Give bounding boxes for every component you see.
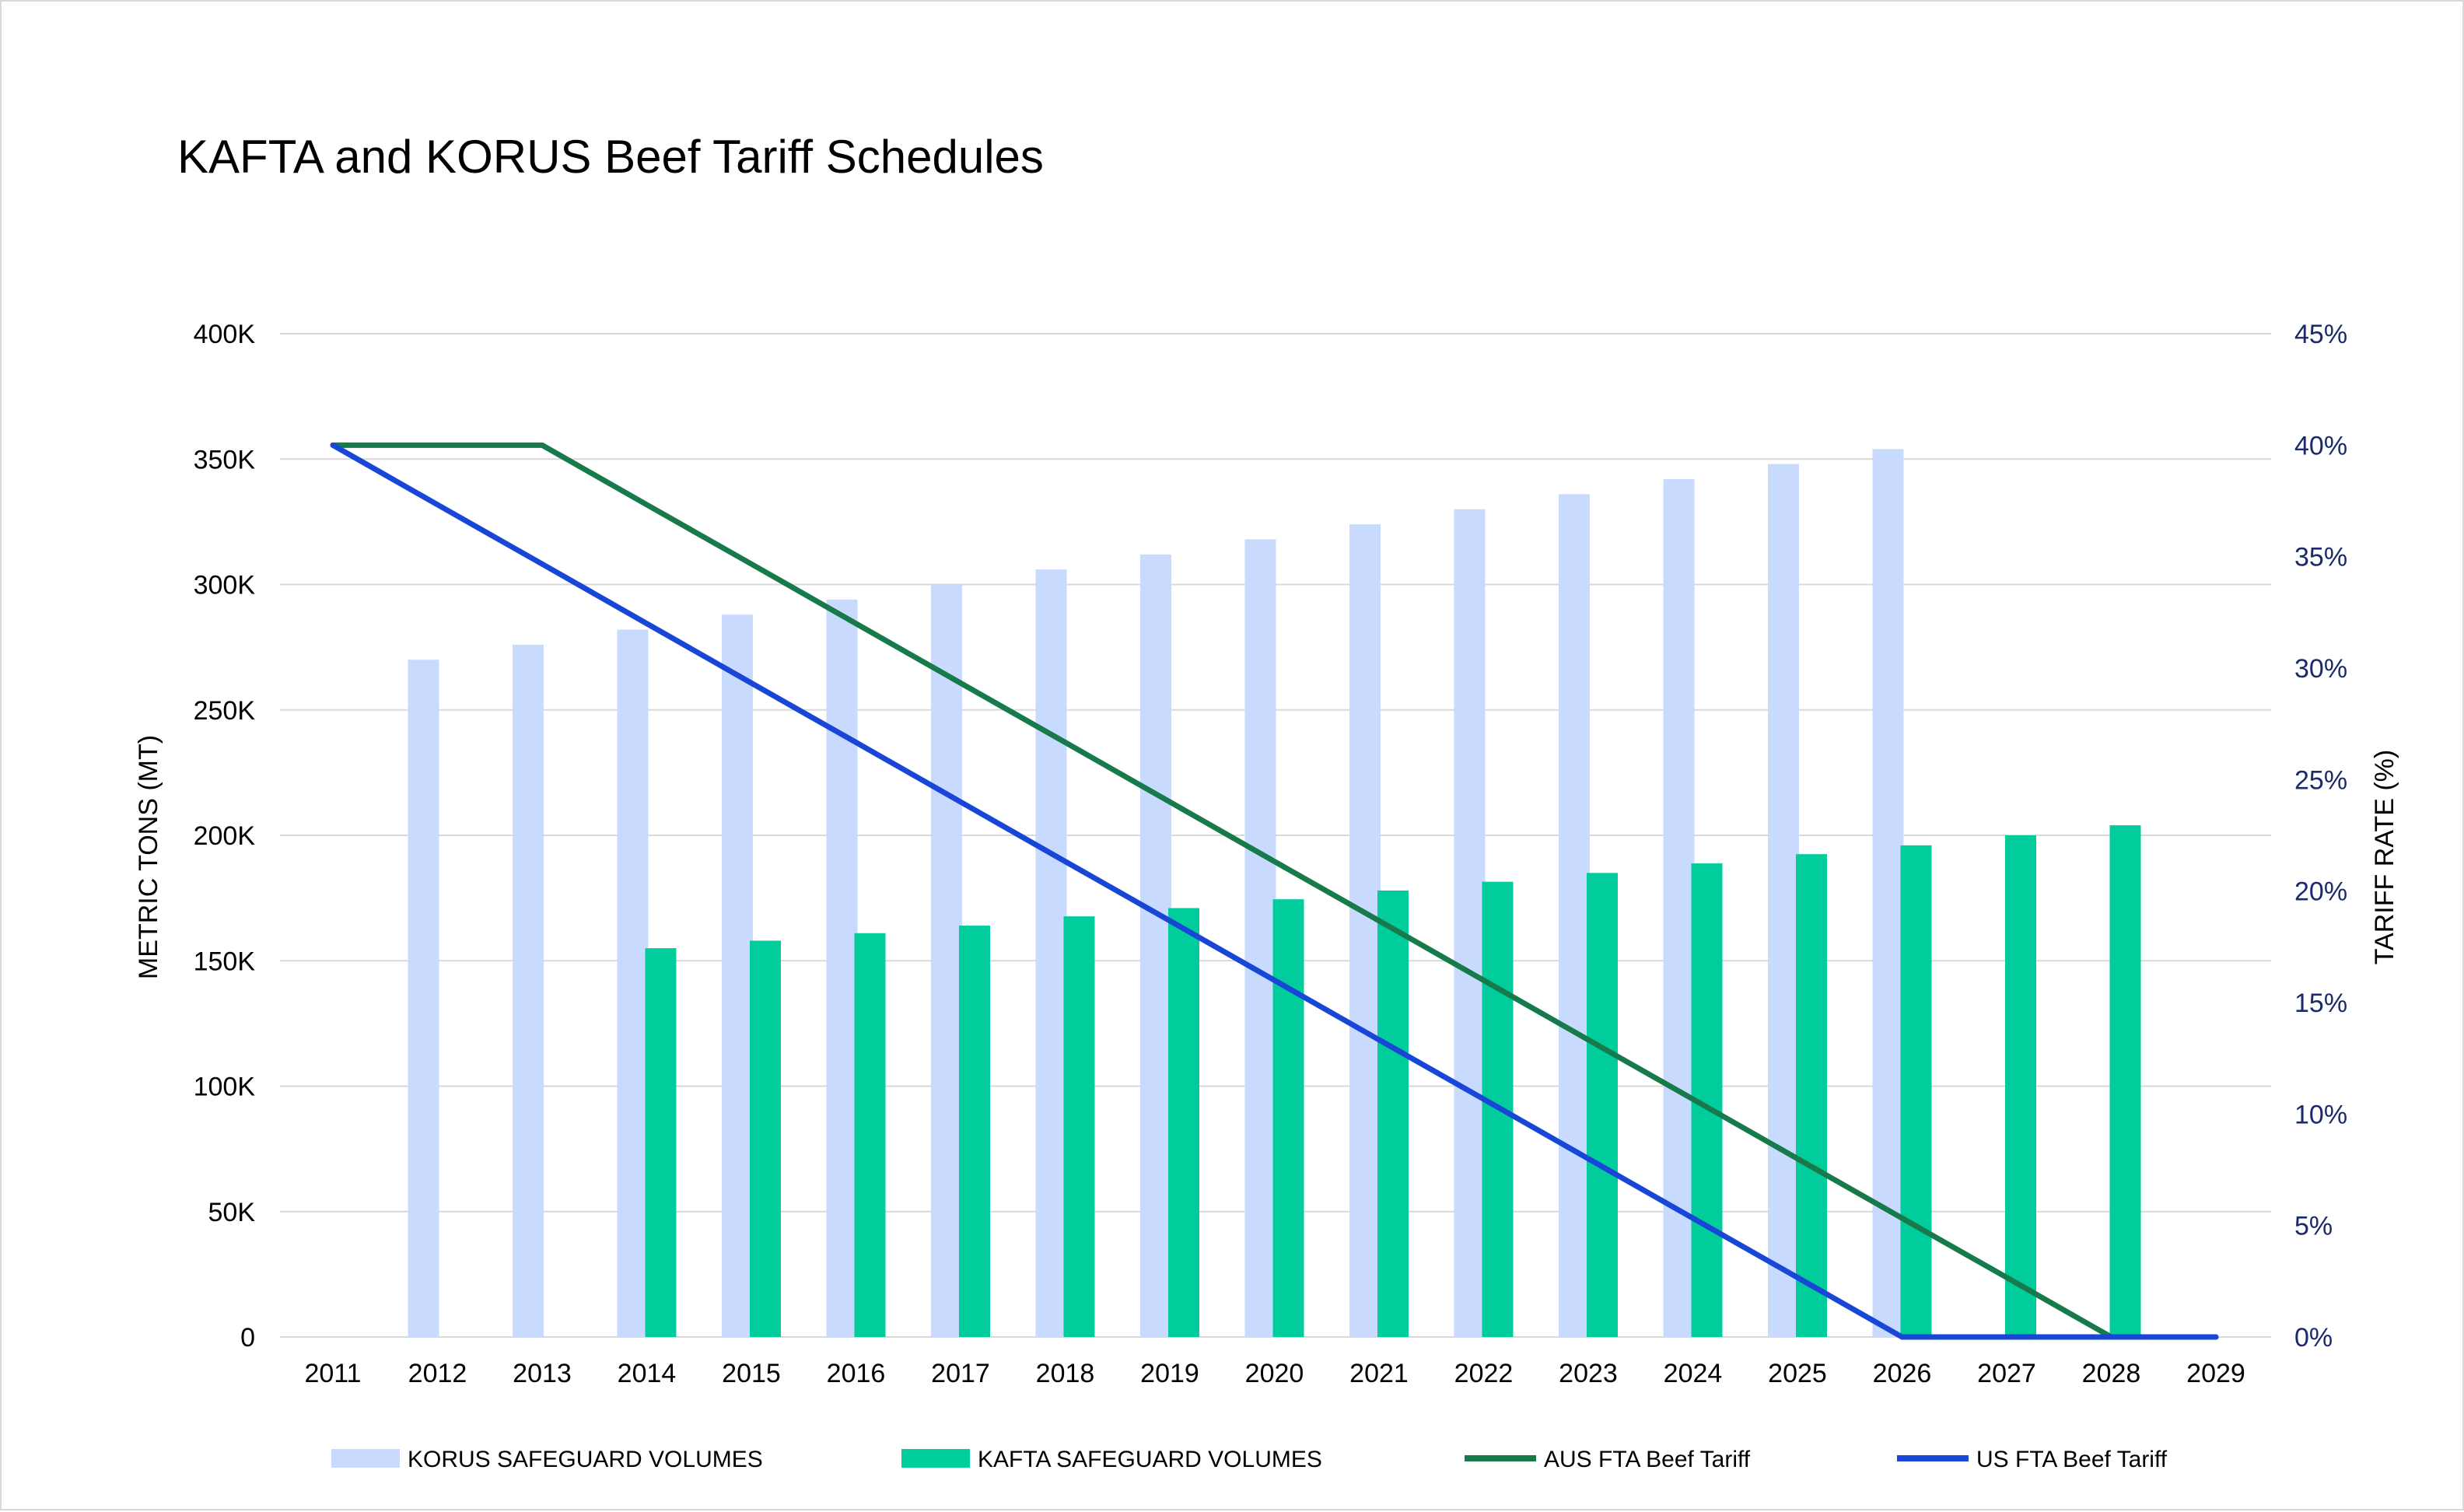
legend-korus-swatch	[331, 1449, 400, 1468]
x-tick-label: 2014	[618, 1359, 677, 1388]
y2-tick-label: 0%	[2294, 1323, 2333, 1353]
korus-bar	[513, 644, 544, 1337]
aus-tariff-line	[330, 442, 2219, 1340]
x-tick-label: 2016	[827, 1359, 886, 1388]
bar-marks	[408, 449, 2141, 1338]
korus-bar	[1349, 524, 1381, 1337]
x-tick-label: 2017	[931, 1359, 990, 1388]
y2-tick-label: 45%	[2294, 320, 2347, 349]
x-tick-label: 2028	[2082, 1359, 2141, 1388]
kafta-bar	[1377, 890, 1409, 1337]
kafta-bar	[959, 926, 990, 1337]
x-tick-label: 2018	[1036, 1359, 1095, 1388]
korus-bar	[1244, 539, 1276, 1338]
korus-bar	[617, 629, 649, 1337]
legend-korus-label: KORUS SAFEGUARD VOLUMES	[408, 1447, 763, 1472]
y2-tick-label: 10%	[2294, 1100, 2347, 1129]
y-tick-label: 0	[240, 1323, 255, 1353]
kafta-bar	[1900, 845, 1932, 1337]
y-tick-label: 100K	[194, 1073, 256, 1102]
legend-kafta-label: KAFTA SAFEGUARD VOLUMES	[978, 1447, 1322, 1472]
legend-kafta-swatch	[901, 1449, 970, 1468]
kafta-bar	[854, 933, 886, 1337]
x-axis-ticks: 2011 2012 2013 2014 2015 2016 2017 2018 2019 2020…	[304, 1359, 2245, 1388]
korus-bar	[826, 599, 858, 1337]
y2-tick-label: 30%	[2294, 654, 2347, 684]
x-tick-label: 2011	[304, 1359, 361, 1388]
x-tick-label: 2015	[722, 1359, 781, 1388]
y2-tick-label: 40%	[2294, 431, 2347, 460]
y-tick-label: 300K	[194, 571, 256, 600]
x-tick-label: 2022	[1454, 1359, 1514, 1388]
kafta-bar	[1272, 899, 1304, 1337]
kafta-bar	[1063, 916, 1095, 1337]
y2-axis-label: TARIFF RATE (%)	[2370, 750, 2399, 964]
us-tariff-line	[330, 442, 2219, 1340]
y2-tick-label: 20%	[2294, 877, 2347, 907]
y2-tick-label: 15%	[2294, 989, 2347, 1018]
x-tick-label: 2013	[513, 1359, 572, 1388]
y2-tick-label: 35%	[2294, 543, 2347, 572]
korus-bar	[1663, 479, 1695, 1337]
kafta-bar	[1168, 908, 1199, 1337]
x-tick-label: 2023	[1559, 1359, 1618, 1388]
legend-aus-label: AUS FTA Beef Tariff	[1544, 1447, 1751, 1472]
x-tick-label: 2012	[408, 1359, 467, 1388]
legend-us-label: US FTA Beef Tariff	[1976, 1447, 2168, 1472]
legend: KORUS SAFEGUARD VOLUMES KAFTA SAFEGUARD V…	[331, 1447, 2168, 1472]
y-tick-label: 150K	[194, 947, 256, 976]
y2-tick-label: 5%	[2294, 1212, 2333, 1241]
right-axis-ticks: 0% 5% 10% 15% 20% 25% 30% 35% 40% 45%	[2294, 320, 2347, 1353]
kafta-bar	[1587, 873, 1618, 1337]
korus-bar	[1035, 569, 1067, 1337]
left-axis-ticks: 0 50K 100K 150K 200K 250K 300K 350K 400K	[194, 320, 256, 1353]
x-tick-label: 2029	[2186, 1359, 2245, 1388]
y-tick-label: 350K	[194, 445, 256, 474]
korus-bar	[408, 660, 439, 1337]
kafta-bar	[2109, 825, 2141, 1337]
kafta-bar	[750, 940, 781, 1337]
korus-bar	[1454, 509, 1486, 1337]
x-tick-label: 2026	[1873, 1359, 1932, 1388]
x-tick-label: 2019	[1140, 1359, 1199, 1388]
chart-title: KAFTA and KORUS Beef Tariff Schedules	[177, 131, 1044, 183]
x-tick-label: 2024	[1664, 1359, 1723, 1388]
korus-bar	[722, 614, 753, 1337]
y-tick-label: 50K	[208, 1198, 256, 1227]
korus-bar	[1768, 464, 1799, 1338]
y-tick-label: 200K	[194, 821, 256, 851]
line-marks	[330, 442, 2219, 1340]
x-tick-label: 2021	[1349, 1359, 1409, 1388]
kafta-bar	[2005, 835, 2036, 1337]
korus-bar	[1140, 554, 1171, 1337]
kafta-bar	[645, 948, 677, 1337]
y-tick-label: 250K	[194, 696, 256, 726]
y2-tick-label: 25%	[2294, 765, 2347, 795]
korus-bar	[1872, 449, 1904, 1337]
y-axis-label: METRIC TONS (MT)	[134, 735, 163, 979]
korus-bar	[1559, 494, 1590, 1337]
kafta-bar	[1796, 854, 1827, 1337]
x-tick-label: 2020	[1245, 1359, 1304, 1388]
y-tick-label: 400K	[194, 320, 256, 349]
x-tick-label: 2025	[1768, 1359, 1827, 1388]
x-tick-label: 2027	[1977, 1359, 2036, 1388]
korus-bar	[931, 584, 962, 1337]
